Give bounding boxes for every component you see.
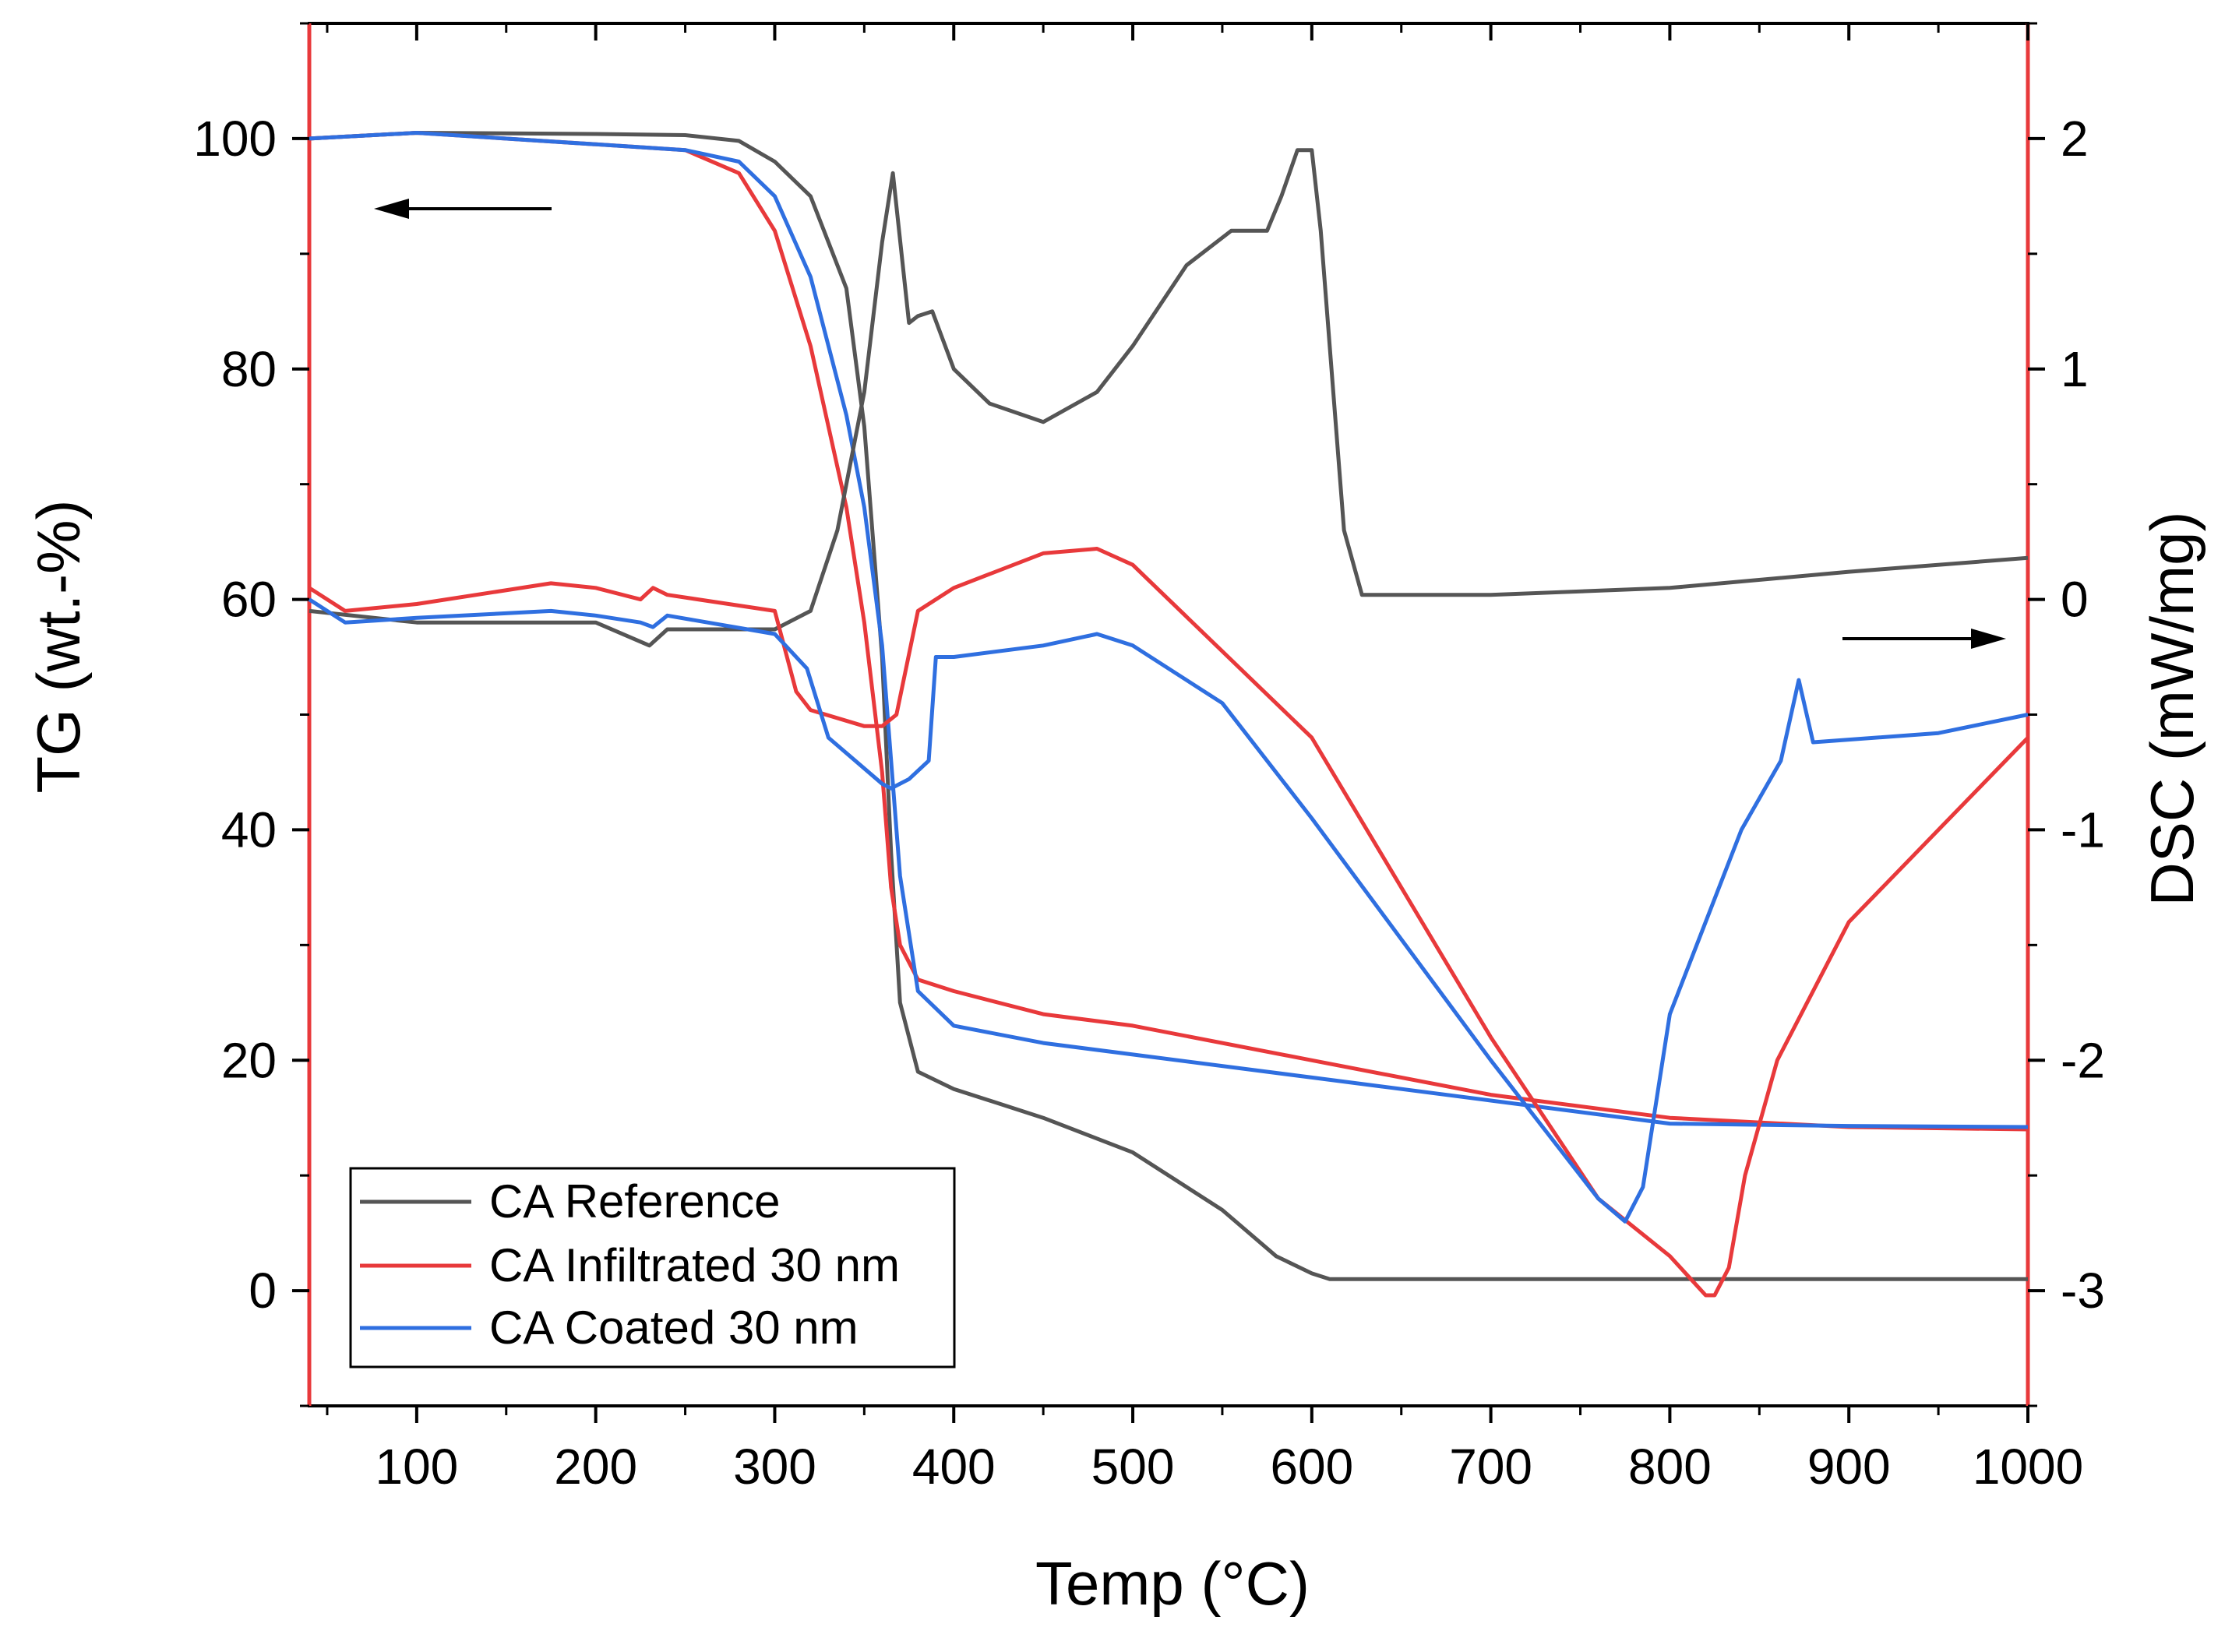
x-tick-label: 800	[1628, 1439, 1712, 1495]
right-y-tick-label: -3	[2061, 1263, 2105, 1319]
right-y-tick-label: -1	[2061, 801, 2105, 858]
x-tick-label: 100	[375, 1439, 458, 1495]
annotations-layer	[374, 199, 2006, 649]
x-tick-label: 1000	[1973, 1439, 2083, 1495]
left-y-tick-label: 100	[193, 111, 277, 167]
left-y-tick-label: 40	[221, 801, 277, 858]
right-y-axis: -3 -2 -1 0 1 2	[2028, 22, 2105, 1407]
x-axis: 100 200 300 400 500 600 700 800 900 1000	[326, 23, 2083, 1495]
x-tick-label: 500	[1091, 1439, 1175, 1495]
x-tick-label: 700	[1449, 1439, 1532, 1495]
series-line-ca-reference-dsc	[309, 148, 2029, 648]
x-tick-label: 600	[1270, 1439, 1353, 1495]
series-line-ca-reference-tg	[309, 131, 2028, 1281]
right-y-tick-label: 1	[2061, 341, 2089, 397]
x-tick-label: 200	[554, 1439, 637, 1495]
legend-label-reference: CA Reference	[489, 1175, 781, 1228]
left-y-axis: 0 20 40 60 80 100	[193, 22, 309, 1407]
right-y-tick-label: 2	[2061, 111, 2089, 167]
series-line-ca-coated-30-nm-tg	[309, 131, 2029, 1129]
legend-label-infiltrated: CA Infiltrated 30 nm	[489, 1239, 900, 1291]
x-axis-title: Temp (°C)	[1035, 1549, 1310, 1618]
left-y-tick-label: 80	[221, 341, 277, 397]
series-layer	[308, 131, 2029, 1298]
left-y-axis-title: TG (wt.-%)	[24, 500, 93, 794]
x-tick-label: 400	[912, 1439, 996, 1495]
tg-axis-arrow-head	[374, 199, 409, 219]
series-line-ca-infiltrated-30-nm-tg	[309, 131, 2029, 1132]
right-y-tick-label: -2	[2061, 1032, 2105, 1088]
left-y-tick-label: 60	[221, 572, 277, 628]
dsc-axis-arrow-head	[1971, 629, 2006, 649]
series-line-ca-infiltrated-30-nm-dsc	[308, 547, 2029, 1298]
legend: CA Reference CA Infiltrated 30 nm CA Coa…	[349, 1167, 956, 1368]
legend-label-coated: CA Coated 30 nm	[489, 1302, 859, 1354]
x-tick-label: 900	[1807, 1439, 1891, 1495]
left-y-tick-label: 0	[249, 1263, 277, 1319]
x-tick-label: 300	[733, 1439, 816, 1495]
right-y-axis-title: DSC (mW/mg)	[2138, 512, 2206, 907]
series-line-ca-coated-30-nm-dsc	[308, 597, 2029, 1224]
left-y-tick-label: 20	[221, 1032, 277, 1088]
right-y-tick-label: 0	[2061, 572, 2089, 628]
